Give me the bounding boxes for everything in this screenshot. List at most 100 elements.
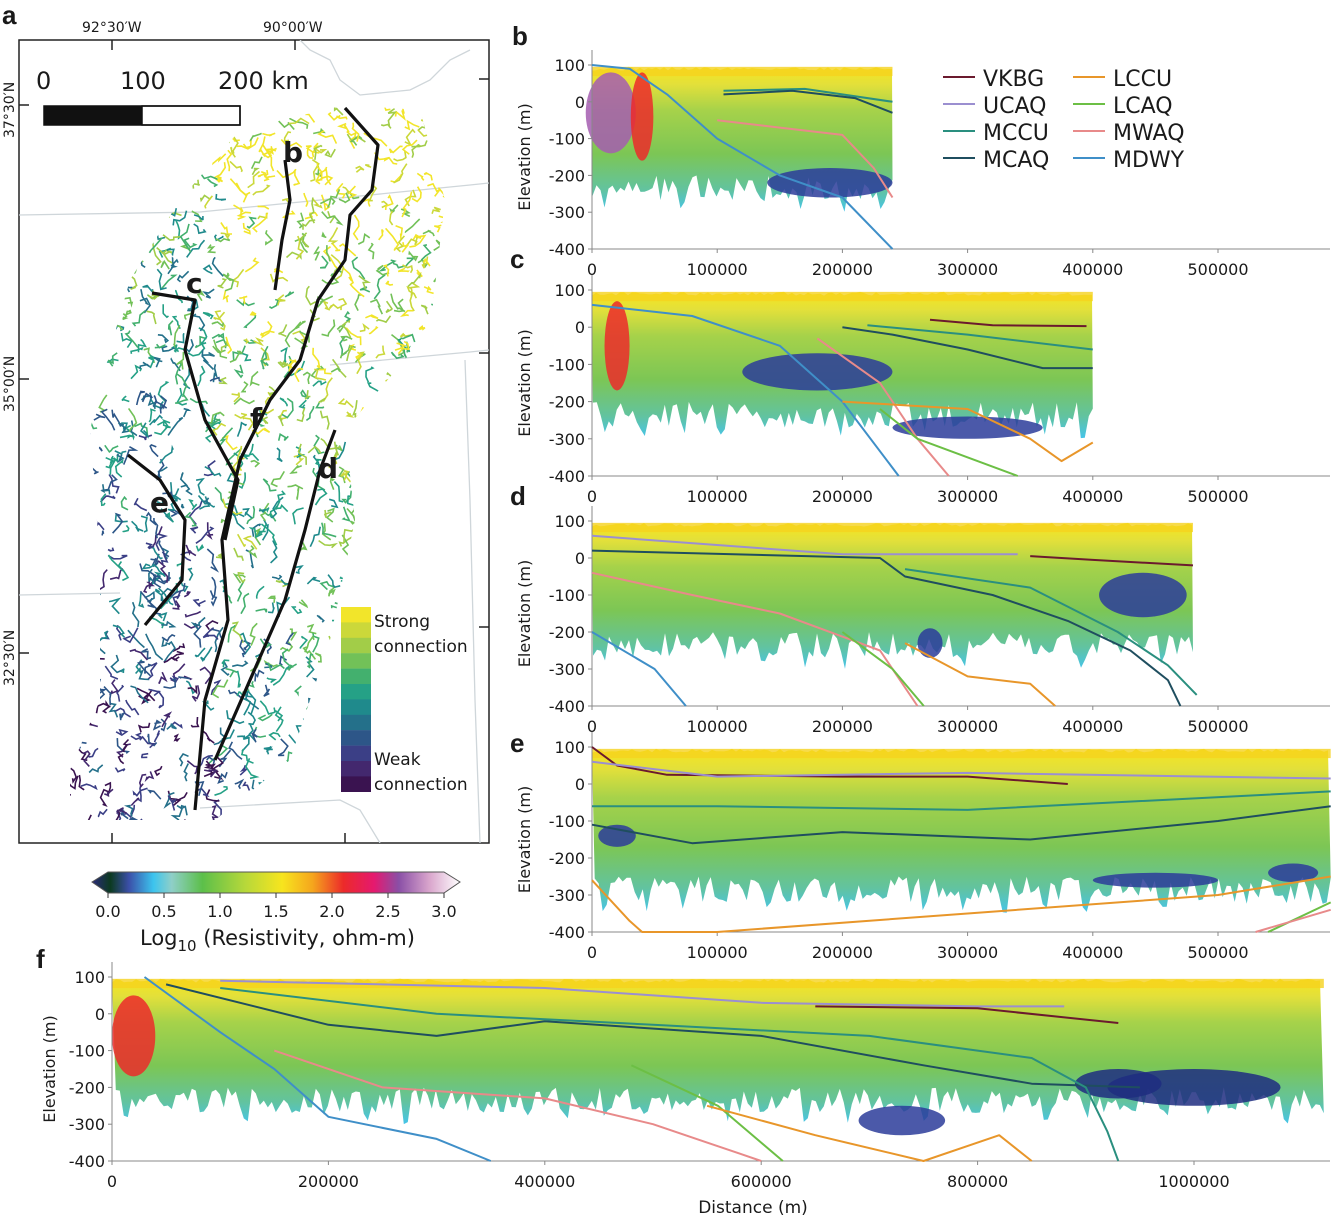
river-segment [173,733,181,743]
y-tick-label: -100 [549,355,585,374]
river-segment [297,443,307,465]
river-segment [256,523,268,537]
series-line-lcaq [1267,901,1332,933]
river-segment [319,410,330,430]
river-segment [345,327,362,346]
connection-swatch [341,714,371,731]
river-segment [358,275,372,290]
resistivity-anomaly [112,995,156,1077]
river-segment [393,163,408,184]
river-segment [203,769,218,778]
river-segment [330,441,347,462]
map-panel: 92°30′W 90°00′W 37°30′N 35°00′N 32°30′N … [2,20,490,844]
river-segment [264,662,273,669]
river-segment [214,786,228,796]
colorbar-tick-label: 2.5 [375,902,400,921]
river-segment [201,349,215,357]
river-segment [355,165,365,173]
river-segment [148,571,164,589]
river-segment [210,679,222,696]
river-segment [321,274,340,285]
river-segment [249,311,257,317]
river-segment [333,481,344,503]
resistivity-section [592,748,1331,913]
river-segment [364,164,372,169]
river-segment [375,315,392,324]
resistivity-anomaly [1099,572,1187,618]
river-segment [207,178,219,188]
x-axis-label: Distance (m) [698,1198,808,1218]
river-segment [268,732,281,741]
river-segment [157,420,171,429]
river-segment [209,411,225,425]
river-segment [352,400,358,418]
river-segment [172,324,181,349]
river-segment [183,675,193,681]
river-segment [321,211,344,226]
y-tick-label: 100 [74,968,105,987]
series-line-lccu [591,875,1331,933]
river-segment [327,227,339,245]
resistivity-anomaly [1268,863,1319,883]
river-segment [199,194,211,203]
river-segment [120,332,133,349]
river-segment [229,146,236,158]
river-segment [125,309,132,317]
river-segment [136,785,142,803]
river-segment [300,389,310,400]
x-tick-label: 200000 [298,1172,359,1191]
x-tick-label: 0 [587,487,597,506]
river-segment [139,422,150,439]
series-line-vkbg [815,1005,1119,1024]
legend-label-mdwy: MDWY [1113,148,1185,173]
river-segment [220,232,231,240]
river-segment [120,668,125,674]
river-segment [157,690,165,709]
connection-swatch [341,653,371,669]
river-segment [267,595,276,603]
river-segment [340,471,352,483]
y-tick-label: -300 [549,430,585,449]
river-segment [103,686,112,706]
river-segment [173,344,186,353]
river-segment [261,321,273,339]
river-segment [199,666,212,685]
resistivity-anomaly [1074,1069,1162,1099]
river-segment [112,624,126,638]
colorbar-tick-label: 1.0 [207,902,232,921]
river-segment [157,560,169,583]
y-tick-label: -200 [69,1078,105,1097]
river-segment [130,364,143,380]
river-segment [108,702,119,718]
river-segment [194,647,206,658]
river-segment [434,224,442,233]
river-segment [160,551,169,565]
panel-label-a: a [2,0,17,30]
river-segment [139,297,152,314]
river-segment [327,574,341,588]
river-segment [88,764,104,774]
river-segment [373,274,386,300]
river-segment [195,544,205,552]
x-tick-label: 100000 [687,260,748,279]
river-segment [178,753,189,767]
x-tick-label: 300000 [937,260,998,279]
series-line-ucaq [591,760,1331,780]
x-tick-label: 400000 [1062,260,1123,279]
river-segment [423,171,433,181]
river-segment [152,563,166,578]
x-tick-label: 300000 [937,943,998,962]
river-segment [136,687,156,702]
river-segment [163,640,176,663]
river-segment [107,554,124,572]
river-segment [220,222,232,235]
river-segment [229,160,243,173]
river-segment [385,280,394,286]
river-segment [100,493,107,507]
river-segment [202,627,215,637]
river-segment [192,313,206,332]
river-segment [251,427,271,435]
river-segment [281,648,293,671]
